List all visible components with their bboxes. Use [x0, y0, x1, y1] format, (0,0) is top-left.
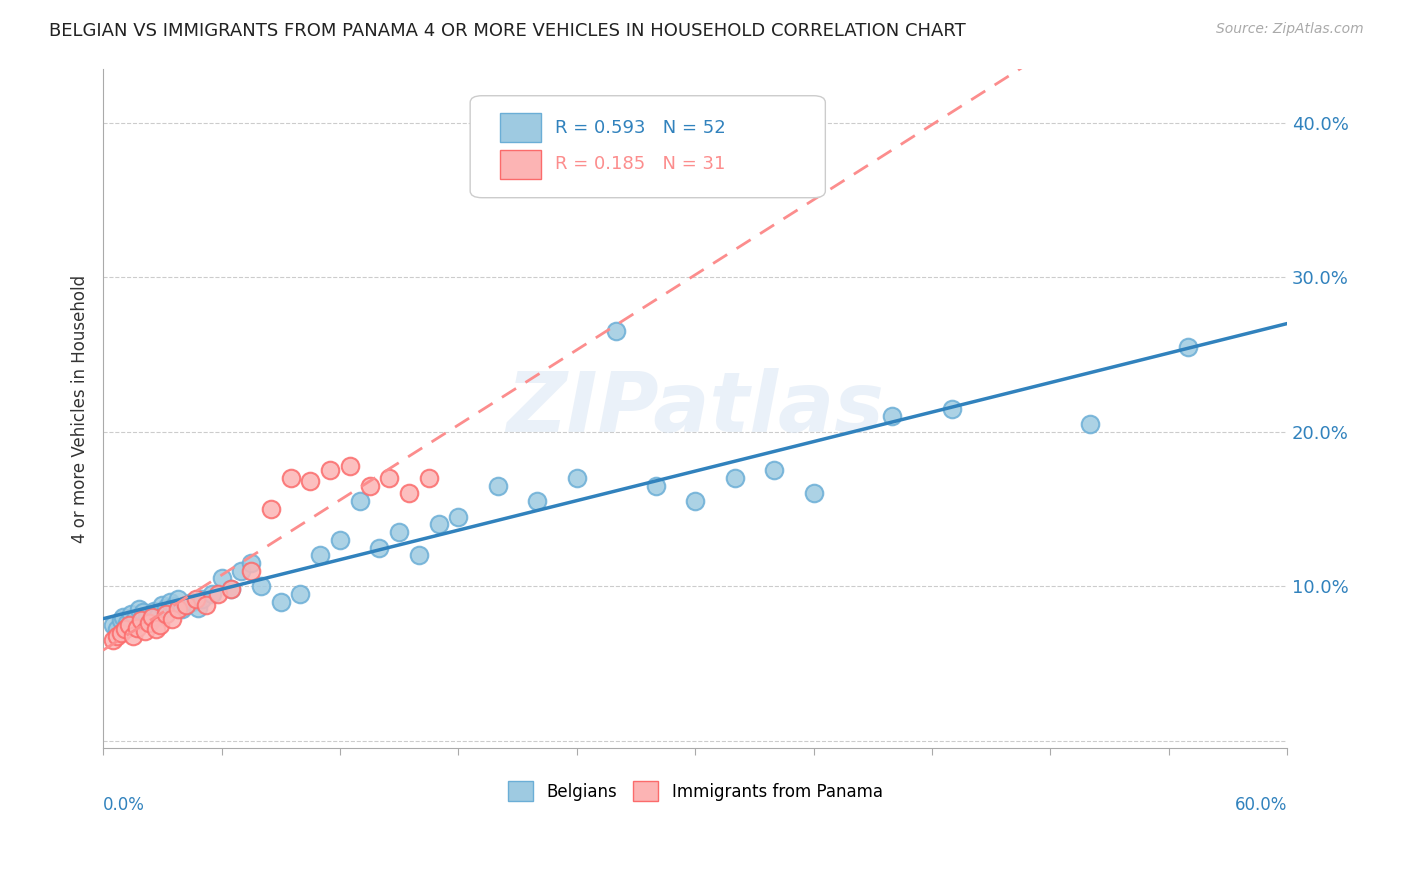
Point	[194, 598, 217, 612]
Point	[167, 591, 190, 606]
Point	[170, 602, 193, 616]
Text: BELGIAN VS IMMIGRANTS FROM PANAMA 4 OR MORE VEHICLES IN HOUSEHOLD CORRELATION CH: BELGIAN VS IMMIGRANTS FROM PANAMA 4 OR M…	[49, 22, 966, 40]
Text: Source: ZipAtlas.com: Source: ZipAtlas.com	[1216, 22, 1364, 37]
Point	[280, 471, 302, 485]
Point	[644, 479, 666, 493]
Point	[299, 474, 322, 488]
Point	[121, 629, 143, 643]
Point	[120, 607, 142, 621]
Text: R = 0.593   N = 52: R = 0.593 N = 52	[555, 119, 725, 136]
Point	[184, 591, 207, 606]
Point	[309, 549, 332, 563]
Point	[131, 606, 153, 620]
Point	[447, 509, 470, 524]
Point	[101, 633, 124, 648]
Point	[105, 629, 128, 643]
Point	[174, 598, 197, 612]
Point	[486, 479, 509, 493]
Point	[148, 608, 170, 623]
Point	[260, 502, 283, 516]
Point	[290, 587, 312, 601]
FancyBboxPatch shape	[470, 95, 825, 198]
Point	[125, 621, 148, 635]
Point	[339, 458, 361, 473]
Point	[882, 409, 904, 424]
Point	[181, 595, 204, 609]
Y-axis label: 4 or more Vehicles in Household: 4 or more Vehicles in Household	[72, 275, 89, 542]
Point	[150, 598, 173, 612]
Point	[763, 463, 786, 477]
Point	[163, 599, 186, 614]
Point	[118, 618, 141, 632]
Point	[139, 615, 162, 629]
Point	[155, 600, 177, 615]
Point	[155, 607, 177, 621]
Point	[941, 401, 963, 416]
Point	[605, 324, 627, 338]
Point	[124, 612, 146, 626]
Point	[128, 602, 150, 616]
Point	[211, 572, 233, 586]
Point	[105, 623, 128, 637]
Point	[201, 587, 224, 601]
Point	[388, 525, 411, 540]
Point	[191, 591, 214, 606]
Point	[803, 486, 825, 500]
Point	[221, 582, 243, 597]
Point	[319, 463, 342, 477]
Bar	[499, 150, 541, 178]
Bar	[499, 113, 541, 142]
Point	[418, 471, 440, 485]
Point	[101, 618, 124, 632]
Point	[135, 610, 157, 624]
Point	[368, 541, 391, 555]
Point	[349, 494, 371, 508]
Point	[565, 471, 588, 485]
Point	[398, 486, 420, 500]
Point	[160, 612, 183, 626]
Point	[138, 616, 160, 631]
Point	[250, 579, 273, 593]
Point	[1177, 340, 1199, 354]
Point	[359, 479, 381, 493]
Point	[526, 494, 548, 508]
Point	[134, 624, 156, 638]
Point	[167, 602, 190, 616]
Point	[187, 600, 209, 615]
Point	[231, 564, 253, 578]
Point	[378, 471, 401, 485]
Point	[159, 595, 181, 609]
Point	[149, 618, 172, 632]
Legend: Belgians, Immigrants from Panama: Belgians, Immigrants from Panama	[501, 774, 890, 808]
Point	[427, 517, 450, 532]
Point	[207, 587, 229, 601]
Point	[723, 471, 745, 485]
Point	[240, 556, 263, 570]
Point	[270, 595, 292, 609]
Point	[221, 582, 243, 597]
Point	[141, 610, 163, 624]
Point	[114, 623, 136, 637]
Point	[240, 564, 263, 578]
Point	[110, 625, 132, 640]
Point	[683, 494, 706, 508]
Point	[408, 549, 430, 563]
Point	[329, 533, 352, 547]
Point	[115, 616, 138, 631]
Point	[1078, 417, 1101, 431]
Point	[110, 613, 132, 627]
Point	[143, 604, 166, 618]
Point	[129, 613, 152, 627]
Point	[174, 598, 197, 612]
Text: 0.0%: 0.0%	[103, 796, 145, 814]
Text: R = 0.185   N = 31: R = 0.185 N = 31	[555, 155, 725, 173]
Point	[111, 610, 134, 624]
Text: 60.0%: 60.0%	[1234, 796, 1286, 814]
Text: ZIPatlas: ZIPatlas	[506, 368, 884, 449]
Point	[145, 623, 167, 637]
